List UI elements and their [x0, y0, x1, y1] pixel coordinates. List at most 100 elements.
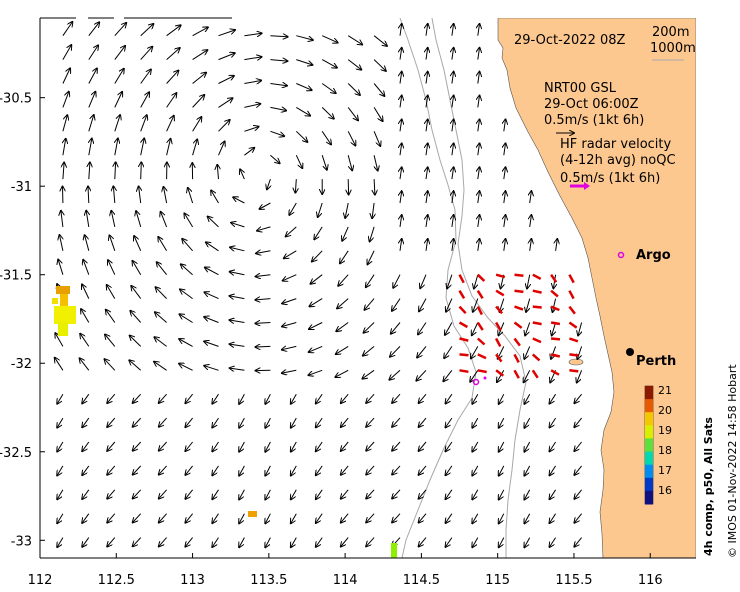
radar-arrow — [532, 337, 542, 344]
current-arrow — [524, 489, 531, 500]
x-tick-label: 113 — [180, 573, 205, 588]
current-arrow — [321, 35, 337, 43]
current-arrow — [270, 84, 287, 86]
radar-arrow — [513, 321, 523, 329]
current-arrow — [57, 393, 64, 404]
current-arrow — [504, 215, 506, 227]
current-arrow — [574, 441, 582, 451]
current-arrow — [373, 59, 386, 71]
current-arrow — [154, 337, 167, 347]
colorbar-segment — [645, 438, 653, 452]
current-arrow — [156, 287, 167, 299]
argo-marker[interactable] — [617, 251, 625, 259]
perth-marker[interactable] — [626, 348, 634, 356]
current-arrow — [366, 489, 375, 499]
current-arrow — [347, 155, 352, 170]
current-arrow — [140, 24, 154, 37]
current-arrow — [88, 115, 94, 132]
current-arrow — [270, 154, 279, 163]
current-arrow — [400, 215, 402, 227]
current-arrow — [212, 537, 219, 547]
current-arrow — [310, 298, 323, 307]
current-arrow — [392, 513, 401, 523]
y-tick-label: -32 — [11, 357, 32, 372]
current-arrow — [107, 537, 116, 547]
current-arrow — [309, 322, 323, 330]
current-arrow — [452, 167, 454, 180]
sst-colorbar: 21 20 19 18 17 16 4h comp, p50, All Sats — [644, 384, 715, 556]
current-arrow — [478, 48, 480, 60]
current-arrow — [296, 59, 312, 65]
current-arrow — [426, 167, 428, 180]
current-arrow — [57, 417, 64, 428]
current-arrow — [316, 537, 323, 547]
current-arrow — [524, 465, 531, 476]
current-arrow — [55, 333, 64, 347]
current-arrow — [256, 275, 271, 277]
current-arrow — [419, 298, 427, 312]
current-arrow — [192, 73, 207, 84]
current-arrow — [316, 489, 323, 499]
current-arrow — [270, 107, 286, 110]
current-arrow — [472, 513, 479, 524]
radar-arrow — [550, 273, 558, 283]
current-arrow — [140, 115, 147, 132]
perth-label: Perth — [636, 354, 676, 369]
current-arrow — [347, 59, 361, 70]
radar-arrow — [495, 321, 502, 332]
current-arrow — [341, 465, 349, 475]
current-arrow — [184, 213, 194, 228]
current-arrow — [574, 417, 582, 427]
current-arrow — [391, 322, 401, 334]
current-arrow — [139, 187, 141, 204]
radar-station-marker-2 — [483, 376, 487, 380]
current-arrow — [291, 489, 297, 500]
current-arrow — [161, 212, 168, 228]
current-arrow — [205, 268, 219, 276]
current-arrow — [265, 417, 271, 428]
current-arrow — [265, 513, 271, 524]
current-arrow — [89, 162, 90, 180]
current-arrow — [335, 369, 349, 377]
current-arrow — [82, 441, 90, 451]
current-arrow — [233, 197, 245, 204]
current-arrow — [282, 346, 297, 349]
current-arrow — [366, 465, 375, 475]
current-arrow — [257, 226, 271, 231]
current-arrow — [114, 23, 126, 37]
current-arrow — [452, 215, 454, 227]
current-arrow — [57, 441, 64, 452]
current-arrow — [283, 274, 297, 281]
current-arrow — [472, 441, 479, 452]
current-arrow — [282, 370, 297, 373]
argo-label: Argo — [636, 248, 671, 263]
radar-arrow — [550, 321, 561, 326]
current-arrow — [446, 417, 453, 427]
current-arrow — [400, 191, 402, 204]
current-arrow — [314, 226, 323, 239]
current-arrow — [478, 24, 480, 36]
radar-arrow — [476, 290, 484, 299]
current-arrow — [185, 465, 193, 475]
current-arrow — [478, 72, 480, 84]
current-arrow — [366, 393, 375, 403]
current-arrow — [321, 131, 331, 144]
current-arrow — [419, 393, 427, 403]
current-arrow — [419, 417, 427, 427]
current-arrow — [58, 260, 64, 275]
current-arrow — [185, 393, 193, 403]
cb-tick-21: 21 — [658, 384, 672, 397]
current-arrow — [57, 537, 64, 548]
current-arrow — [166, 25, 181, 37]
radar-arrow — [514, 305, 524, 311]
current-arrow — [445, 322, 453, 335]
x-axis: 112 112.5 113 113.5 114 114.5 115 115.5 116 — [28, 553, 663, 588]
current-arrow — [192, 50, 208, 61]
current-arrow — [256, 251, 271, 254]
radar-arrow — [569, 337, 579, 343]
current-arrow — [426, 191, 428, 204]
current-arrow — [530, 191, 532, 204]
current-arrow — [63, 139, 66, 156]
current-arrow — [426, 72, 428, 84]
